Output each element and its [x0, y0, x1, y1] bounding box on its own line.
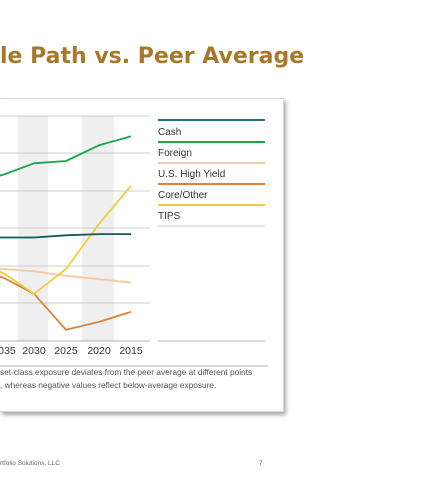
caption-line-1: set-class exposure deviates from the pee… [0, 367, 253, 377]
x-tick-label: 2020 [87, 345, 111, 357]
caption-line-2: , whereas negative values reflect below-… [0, 380, 217, 390]
series-line-core-other [0, 275, 132, 331]
series-line-tips [0, 185, 132, 295]
series-line-cash [0, 233, 131, 239]
page-title: le Path vs. Peer Average [0, 44, 305, 69]
legend-label: Core/Other [158, 190, 208, 201]
series-line-u-s-high-yield [0, 267, 132, 284]
x-tick-label: 2025 [54, 345, 78, 357]
plot-band [82, 116, 114, 341]
plot-band [18, 116, 48, 341]
footer-company: rtfolio Solutions, LLC [0, 460, 60, 467]
chart-caption: set-class exposure deviates from the pee… [0, 366, 268, 392]
series-line-foreign [0, 135, 132, 177]
page-number: 7 [259, 460, 263, 467]
legend-label: TIPS [158, 211, 181, 222]
line-chart: 2035 2030 2025 2020 2015 Cash Foreign U.S. Hig… [0, 115, 268, 367]
legend-label: U.S. High Yield [158, 169, 225, 180]
x-tick-label: 2035 [0, 345, 16, 357]
x-tick-label: 2030 [22, 345, 46, 357]
x-tick-label: 2015 [119, 345, 143, 357]
legend-label: Cash [158, 127, 181, 138]
legend-label: Foreign [158, 148, 192, 159]
